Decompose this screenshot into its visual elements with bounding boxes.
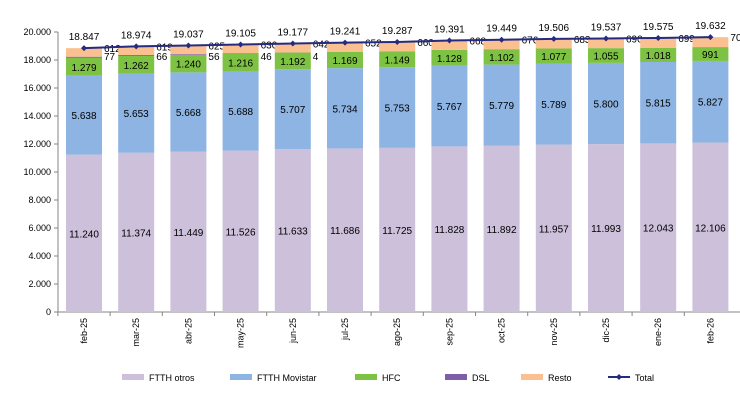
data-label: 5.668: [176, 108, 201, 119]
y-tick-label: 14.000: [23, 111, 51, 121]
data-label: 5.779: [489, 101, 514, 112]
data-label: 5.753: [385, 104, 410, 115]
data-label: 1.018: [646, 51, 671, 62]
data-label: 11.686: [330, 226, 360, 237]
data-label-resto: 708: [730, 33, 740, 44]
total-label: 19.287: [382, 26, 413, 37]
y-tick-label: 20.000: [23, 27, 51, 37]
x-tick-label: oct-25: [497, 318, 507, 343]
y-tick-label: 16.000: [23, 83, 51, 93]
x-tick-label: may-25: [236, 318, 246, 348]
data-label-dsl: 56: [208, 52, 220, 63]
data-label: 1.279: [71, 63, 96, 74]
x-tick-label: nov-25: [549, 318, 559, 346]
data-label: 5.767: [437, 102, 462, 113]
data-label: 1.192: [280, 57, 305, 68]
total-label: 19.537: [591, 22, 622, 33]
data-label: 11.240: [69, 229, 99, 240]
x-tick-label: feb-26: [705, 318, 715, 344]
legend-label: FTTH Movistar: [257, 373, 317, 383]
y-tick-label: 18.000: [23, 55, 51, 65]
total-label: 19.449: [486, 24, 517, 35]
bar-segment-dsl: [223, 53, 259, 54]
data-label-dsl: 4: [313, 52, 319, 63]
y-tick-label: 12.000: [23, 139, 51, 149]
data-label: 5.789: [541, 100, 566, 111]
bar-segment-dsl: [118, 55, 154, 56]
legend-swatch: [521, 374, 543, 380]
y-tick-label: 4.000: [28, 251, 51, 261]
data-label: 5.734: [332, 104, 357, 115]
data-label: 5.827: [698, 98, 723, 109]
data-label: 11.449: [173, 228, 203, 239]
data-label: 11.526: [226, 227, 256, 238]
bar-segment-dsl: [170, 54, 206, 55]
legend-label: Resto: [548, 373, 572, 383]
total-label: 19.632: [695, 21, 726, 32]
x-tick-label: abr-25: [183, 318, 193, 344]
x-tick-label: sep-25: [444, 318, 454, 346]
data-label: 12.043: [643, 224, 674, 235]
total-label: 18.847: [69, 32, 100, 43]
legend-swatch: [230, 374, 252, 380]
data-label: 11.957: [539, 224, 569, 235]
data-label: 1.149: [385, 55, 410, 66]
data-label: 5.800: [593, 99, 618, 110]
data-label: 11.633: [278, 227, 308, 238]
data-label: 11.725: [382, 226, 412, 237]
data-label: 991: [702, 50, 719, 61]
y-tick-label: 10.000: [23, 167, 51, 177]
data-label: 1.077: [541, 52, 566, 63]
total-label: 18.974: [121, 30, 152, 41]
data-label: 5.815: [646, 99, 671, 110]
x-tick-label: dic-25: [601, 318, 611, 343]
x-tick-label: jun-25: [288, 318, 298, 344]
x-tick-label: mar-25: [131, 318, 141, 347]
data-label-dsl: 66: [156, 52, 168, 63]
data-label: 5.707: [280, 105, 305, 116]
data-label: 1.262: [124, 61, 149, 72]
data-label: 1.102: [489, 53, 514, 64]
y-tick-label: 6.000: [28, 223, 51, 233]
data-label: 5.638: [71, 111, 96, 122]
data-label: 11.374: [121, 228, 151, 239]
legend-swatch: [445, 374, 467, 380]
legend-label: Total: [635, 373, 654, 383]
legend-label: DSL: [472, 373, 490, 383]
data-label: 1.240: [176, 60, 201, 71]
total-label: 19.037: [173, 29, 204, 40]
total-label: 19.177: [278, 28, 309, 39]
data-label: 11.892: [487, 225, 517, 236]
legend-swatch: [355, 374, 377, 380]
data-label: 12.106: [695, 223, 726, 234]
x-tick-label: ene-26: [653, 318, 663, 346]
data-label-dsl: 46: [261, 52, 273, 63]
data-label: 1.055: [593, 52, 618, 63]
total-label: 19.105: [225, 29, 256, 40]
total-label: 19.241: [330, 27, 361, 38]
legend-total-marker: [616, 374, 622, 380]
y-tick-label: 0: [46, 307, 51, 317]
data-label: 11.993: [591, 224, 621, 235]
total-label: 19.391: [434, 25, 465, 36]
data-label: 5.653: [124, 109, 149, 120]
x-tick-label: ago-25: [392, 318, 402, 346]
data-label: 11.828: [434, 225, 464, 236]
legend-swatch: [122, 374, 144, 380]
legend-label: FTTH otros: [149, 373, 195, 383]
total-label: 19.506: [539, 23, 570, 34]
x-tick-label: feb-25: [79, 318, 89, 344]
total-label: 19.575: [643, 22, 674, 33]
data-label: 1.216: [228, 58, 253, 69]
data-label: 1.128: [437, 54, 462, 65]
legend-label: HFC: [382, 373, 401, 383]
data-label: 5.688: [228, 107, 253, 118]
data-label: 1.169: [332, 56, 357, 67]
y-tick-label: 2.000: [28, 279, 51, 289]
bar-segment-dsl: [66, 57, 102, 58]
x-tick-label: jul-25: [340, 318, 350, 341]
y-tick-label: 8.000: [28, 195, 51, 205]
